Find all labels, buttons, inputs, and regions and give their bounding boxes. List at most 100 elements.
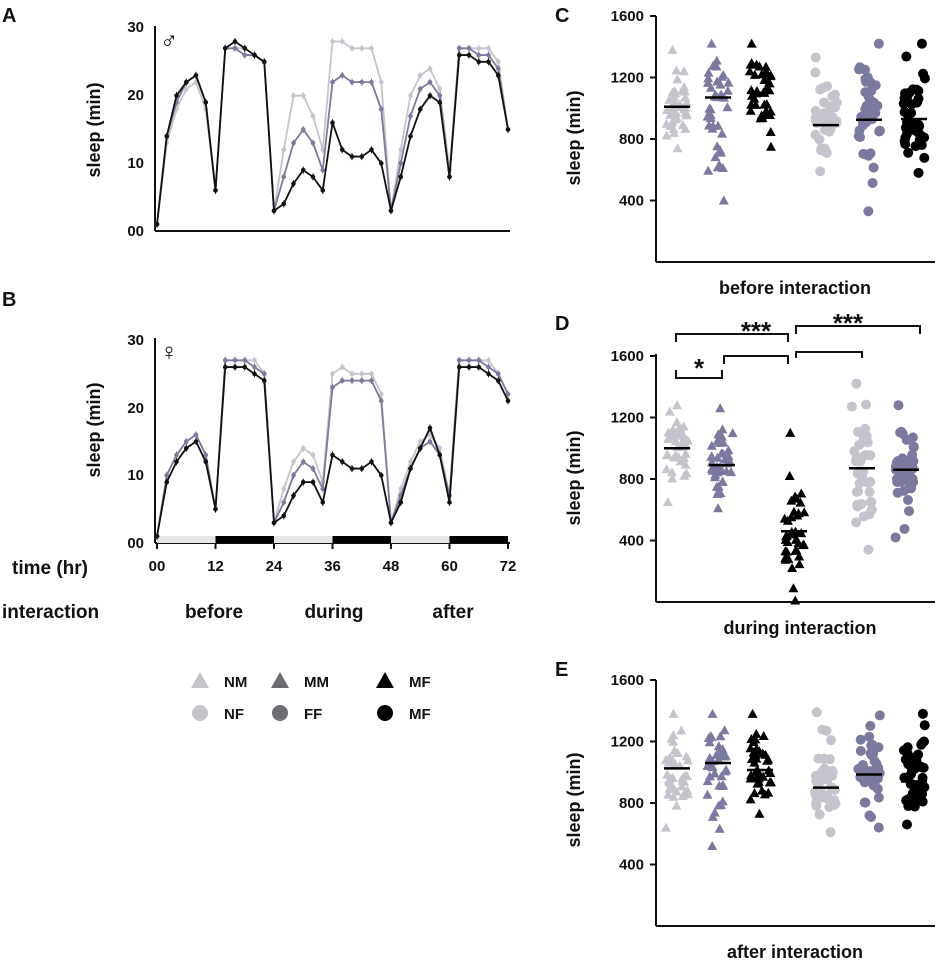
series-point bbox=[183, 79, 189, 85]
data-point-mf bbox=[758, 731, 769, 741]
data-point-nm bbox=[672, 400, 683, 410]
series-point bbox=[388, 520, 394, 525]
data-point-nm bbox=[679, 776, 690, 786]
data-point-nm bbox=[667, 44, 678, 54]
series-point bbox=[339, 39, 345, 44]
series-point bbox=[495, 378, 501, 383]
dark-period-bar bbox=[215, 536, 274, 543]
data-point-mm bbox=[712, 141, 723, 151]
data-point-nf bbox=[863, 544, 874, 555]
series-point bbox=[174, 459, 179, 465]
series-point bbox=[398, 500, 404, 505]
data-point-ff bbox=[891, 457, 902, 468]
panel-c-yticks: 400 800 1200 1600 bbox=[611, 8, 656, 210]
bracket-nm-mf bbox=[675, 333, 789, 342]
series-point bbox=[310, 479, 316, 485]
dark-period-bar bbox=[332, 536, 391, 543]
ytick-1200: 1200 bbox=[611, 734, 644, 751]
data-point-mf bbox=[917, 796, 928, 807]
data-point-nm bbox=[670, 88, 681, 98]
data-point-mm bbox=[717, 424, 728, 434]
data-point-ff bbox=[904, 459, 915, 470]
data-point-mf bbox=[793, 538, 804, 548]
data-point-mm bbox=[705, 82, 716, 92]
series-point bbox=[252, 52, 257, 58]
data-point-mf bbox=[899, 136, 910, 147]
series-point bbox=[330, 371, 335, 377]
panel-b-ytick-20: 20 bbox=[127, 400, 144, 417]
panel-d: D sleep (min) 400 800 1200 1600 * *** *** d… bbox=[555, 308, 935, 638]
data-point-nm bbox=[668, 124, 679, 134]
data-point-nf bbox=[810, 52, 821, 63]
data-point-mf bbox=[901, 795, 912, 806]
data-point-mf bbox=[787, 562, 798, 572]
series-point bbox=[417, 439, 423, 444]
xtick-48: 48 bbox=[383, 558, 400, 575]
series-point bbox=[281, 500, 287, 505]
series-point bbox=[359, 46, 365, 51]
data-point-ff bbox=[874, 710, 885, 721]
data-point-mf bbox=[745, 743, 756, 753]
data-point-mm bbox=[718, 780, 729, 790]
series-point bbox=[417, 106, 423, 112]
data-point-ff bbox=[893, 400, 904, 411]
data-point-ff bbox=[904, 506, 915, 517]
ytick-1200: 1200 bbox=[611, 70, 644, 87]
data-point-mf bbox=[760, 67, 771, 77]
data-point-mf bbox=[764, 78, 775, 88]
series-point bbox=[281, 201, 287, 207]
data-point-mm bbox=[706, 38, 717, 48]
data-point-nf bbox=[827, 91, 838, 102]
panel-c-ylabel: sleep (min) bbox=[564, 90, 584, 185]
data-point-mm bbox=[723, 445, 734, 455]
series-point bbox=[320, 500, 326, 505]
data-point-mf bbox=[790, 545, 801, 555]
sig-label-3: *** bbox=[833, 308, 864, 338]
data-point-mf bbox=[792, 510, 803, 520]
data-point-mf bbox=[749, 69, 760, 79]
data-point-mf bbox=[919, 152, 930, 163]
series-point bbox=[466, 52, 472, 58]
data-point-nf bbox=[865, 476, 876, 487]
data-point-mm bbox=[703, 733, 714, 743]
data-point-mf bbox=[916, 739, 927, 750]
series-point bbox=[495, 73, 501, 78]
series-point bbox=[339, 147, 345, 153]
data-point-mf bbox=[904, 752, 915, 763]
series-point bbox=[193, 73, 199, 78]
series-point bbox=[213, 188, 218, 193]
xtick-36: 36 bbox=[324, 558, 341, 575]
series-point bbox=[252, 364, 257, 370]
series-point bbox=[320, 167, 326, 173]
ytick-800: 800 bbox=[619, 795, 644, 812]
series-point bbox=[261, 378, 267, 383]
data-point-mf bbox=[751, 728, 762, 738]
data-point-nm bbox=[679, 82, 690, 92]
data-point-mm bbox=[709, 768, 720, 778]
data-point-mf bbox=[907, 84, 918, 95]
legend-marker-nm bbox=[191, 672, 209, 688]
data-point-mm bbox=[723, 451, 734, 461]
data-point-ff bbox=[873, 822, 884, 833]
data-point-mm bbox=[703, 67, 714, 77]
series-point bbox=[427, 79, 433, 85]
data-point-mm bbox=[706, 463, 717, 473]
series-point bbox=[466, 358, 472, 363]
sig-label-2: *** bbox=[741, 316, 772, 346]
data-point-nm bbox=[681, 110, 692, 120]
data-point-nf bbox=[821, 725, 832, 736]
data-point-nf bbox=[854, 439, 865, 450]
series-point bbox=[486, 52, 491, 58]
data-point-mf bbox=[909, 801, 920, 812]
data-point-mm bbox=[710, 469, 721, 479]
data-point-mf bbox=[745, 794, 756, 804]
series-point bbox=[398, 161, 404, 166]
data-point-ff bbox=[903, 483, 914, 494]
series-point bbox=[281, 174, 287, 180]
series-point bbox=[154, 533, 160, 539]
data-point-mf bbox=[913, 93, 924, 104]
series-point bbox=[183, 439, 189, 444]
data-point-nm bbox=[679, 433, 690, 443]
data-point-mf bbox=[754, 746, 765, 756]
data-point-mm bbox=[716, 448, 727, 458]
